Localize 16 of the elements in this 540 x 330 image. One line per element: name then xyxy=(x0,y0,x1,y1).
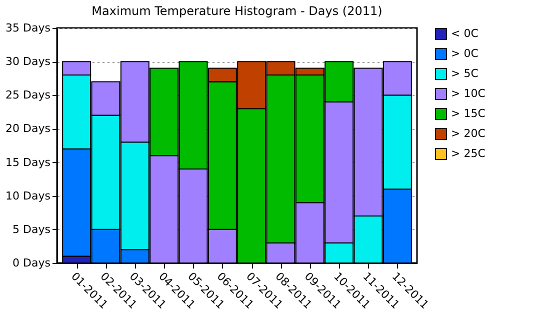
y-tick-label: 30 Days xyxy=(6,55,51,68)
y-tick-label: 15 Days xyxy=(6,156,51,169)
legend-label: > 5C xyxy=(451,67,479,80)
legend-label: > 0C xyxy=(451,47,479,60)
legend-label: > 15C xyxy=(451,107,486,120)
legend-label: > 25C xyxy=(451,147,486,160)
legend-label: < 0C xyxy=(451,27,479,40)
y-tick-label: 35 Days xyxy=(6,22,51,34)
legend-label: > 20C xyxy=(451,127,486,140)
y-tick-label: 5 Days xyxy=(12,222,51,236)
legend-label: > 10C xyxy=(451,87,486,100)
y-tick-label: 25 Days xyxy=(6,88,51,102)
y-tick-label: 0 Days xyxy=(12,256,51,270)
chart-title: Maximum Temperature Histogram - Days (2011) xyxy=(92,4,382,18)
y-tick-label: 20 Days xyxy=(6,122,51,136)
y-tick-label: 10 Days xyxy=(6,189,51,202)
